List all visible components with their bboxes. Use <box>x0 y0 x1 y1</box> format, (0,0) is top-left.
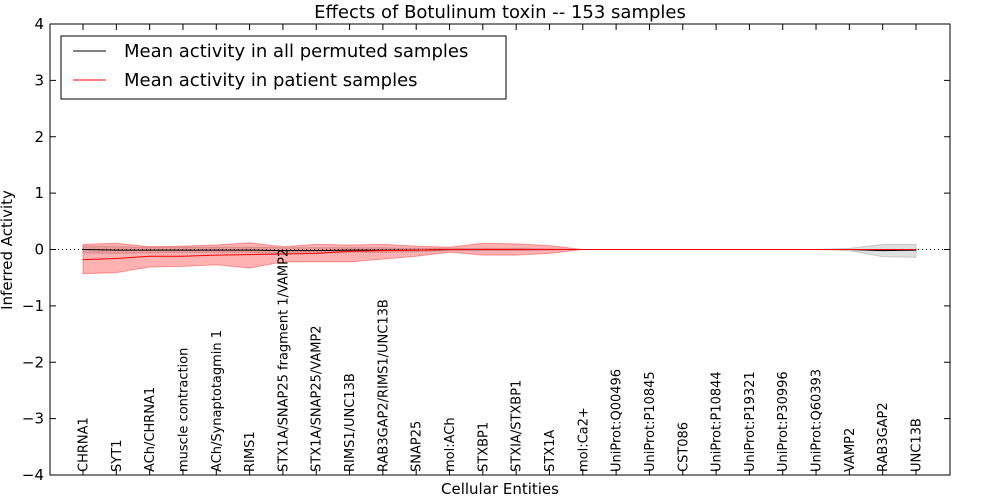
point-patient-18 <box>682 249 684 250</box>
x-tick-label-stx1a-snap25-vamp2: STX1A/SNAP25/VAMP2 <box>310 325 325 472</box>
y-tick-label: 3 <box>34 71 44 89</box>
point-permuted-3 <box>182 249 184 251</box>
point-patient-9 <box>382 250 384 252</box>
x-tick-label-rab3gap2: RAB3GAP2 <box>876 402 891 472</box>
x-tick-label-mol-ca2: mol:Ca2+ <box>576 407 591 472</box>
x-tick-label-stxbp1: STXBP1 <box>476 422 491 472</box>
point-patient-17 <box>648 249 650 250</box>
point-patient-10 <box>415 249 417 251</box>
point-patient-13 <box>515 249 517 250</box>
x-tick-label-stx1a-snap25-fragment-1-vamp2: STX1A/SNAP25 fragment 1/VAMP2 <box>276 249 291 472</box>
x-tick-label-rims1: RIMS1 <box>243 431 258 472</box>
y-tick-label: 4 <box>34 15 44 33</box>
x-tick-label-snap25: SNAP25 <box>410 421 425 472</box>
x-tick-label-uniprot-p19321: UniProt:P19321 <box>743 371 758 472</box>
x-tick-label-stxia-stxbp1: STXIA/STXBP1 <box>510 380 525 472</box>
plot-area <box>50 242 950 275</box>
point-patient-19 <box>715 249 717 250</box>
point-patient-5 <box>249 254 251 256</box>
x-axis-label: Cellular Entities <box>441 480 559 498</box>
point-patient-0 <box>82 259 84 261</box>
band-permuted <box>82 243 917 258</box>
point-permuted-4 <box>215 249 217 251</box>
point-patient-12 <box>482 249 484 250</box>
y-tick-label: −4 <box>22 466 44 484</box>
point-permuted-24 <box>882 250 884 252</box>
x-tick-label-ach-chrna1: ACh/CHRNA1 <box>143 387 158 472</box>
point-permuted-0 <box>82 249 84 250</box>
y-tick-label: 2 <box>34 128 44 146</box>
legend-label-permuted: Mean activity in all permuted samples <box>124 41 468 62</box>
x-tick-label-chrna1: CHRNA1 <box>77 417 92 472</box>
x-tick-label-vamp2: VAMP2 <box>843 428 858 472</box>
x-axis: CHRNA1 SYT1 ACh/CHRNA1 muscle contraction AC… <box>77 24 925 475</box>
y-tick-label: −1 <box>22 297 44 315</box>
point-patient-6 <box>282 253 284 255</box>
x-tick-label-ach-synaptotagmin-1: ACh/Synaptotagmin 1 <box>210 330 225 472</box>
point-patient-23 <box>848 249 850 250</box>
point-patient-7 <box>315 252 317 254</box>
x-tick-label-uniprot-p10844: UniProt:P10844 <box>710 371 725 472</box>
point-patient-14 <box>548 249 550 250</box>
x-tick-label-cst086: CST086 <box>676 422 691 472</box>
y-tick-label: −2 <box>22 353 44 371</box>
x-tick-label-uniprot-q60393: UniProt:Q60393 <box>810 369 825 472</box>
point-patient-20 <box>748 249 750 250</box>
y-axis-label: Inferred Activity <box>0 190 16 310</box>
chart-title: Effects of Botulinum toxin -- 153 sample… <box>314 2 686 23</box>
point-patient-16 <box>615 249 617 250</box>
point-permuted-5 <box>249 249 251 251</box>
point-patient-1 <box>115 258 117 260</box>
point-permuted-8 <box>349 249 351 251</box>
point-patient-21 <box>782 249 784 250</box>
x-tick-label-mol-ach: mol:ACh <box>443 417 458 472</box>
y-tick-label: 0 <box>34 241 44 259</box>
y-tick-label: −3 <box>22 410 44 428</box>
x-tick-label-unc13b: UNC13B <box>910 418 925 472</box>
point-permuted-7 <box>315 250 317 252</box>
x-tick-label-muscle-contraction: muscle contraction <box>177 348 192 472</box>
point-permuted-6 <box>282 250 284 252</box>
legend-label-patient: Mean activity in patient samples <box>124 70 418 91</box>
point-patient-2 <box>149 255 151 257</box>
point-permuted-2 <box>149 249 151 251</box>
y-tick-label: 1 <box>34 184 44 202</box>
x-tick-label-syt1: SYT1 <box>110 440 125 472</box>
point-patient-3 <box>182 255 184 257</box>
point-patient-24 <box>882 249 884 250</box>
point-patient-15 <box>582 249 584 250</box>
point-patient-4 <box>215 254 217 256</box>
y-axis: −4 −3 −2 −1 0 1 2 3 4 <box>22 15 950 484</box>
x-tick-label-rab3gap2-rims1-unc13b: RAB3GAP2/RIMS1/UNC13B <box>376 299 391 472</box>
legend-box <box>60 35 507 100</box>
point-patient-25 <box>915 249 917 250</box>
x-tick-label-stx1a: STX1A <box>543 430 558 472</box>
series-line-patient <box>82 249 916 261</box>
x-tick-label-rims1-unc13b: RIMS1/UNC13B <box>343 373 358 472</box>
x-tick-label-uniprot-p30996: UniProt:P30996 <box>776 371 791 472</box>
point-patient-22 <box>815 249 817 250</box>
x-tick-label-uniprot-q00496: UniProt:Q00496 <box>610 369 625 472</box>
legend: Mean activity in all permuted samples Me… <box>60 35 507 100</box>
point-permuted-1 <box>115 249 117 251</box>
x-tick-label-uniprot-p10845: UniProt:P10845 <box>643 371 658 472</box>
point-patient-11 <box>449 249 451 250</box>
point-patient-8 <box>349 250 351 252</box>
